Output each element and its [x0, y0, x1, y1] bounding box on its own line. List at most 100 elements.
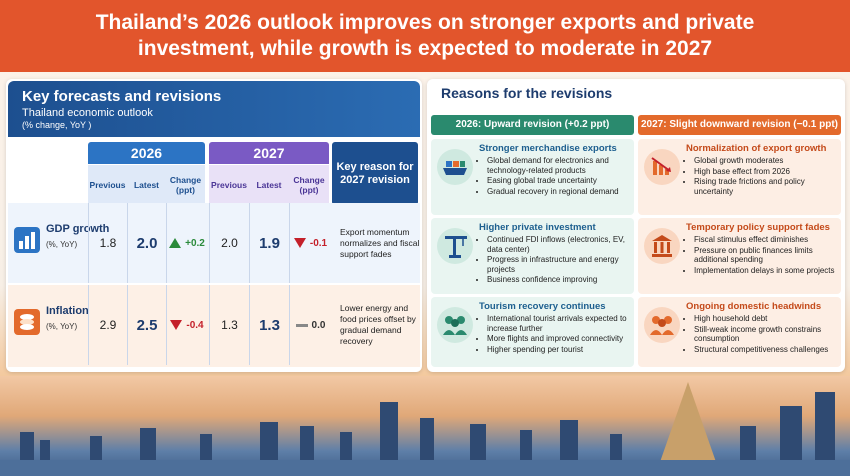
people-icon: [437, 307, 473, 343]
gdp-change-2027: -0.1: [289, 203, 331, 283]
list-item: Global growth moderates: [694, 156, 839, 166]
box-bullets: High household debt Still-weak income gr…: [694, 314, 839, 355]
building: [40, 440, 50, 462]
row-label-text: GDP growth: [46, 223, 110, 235]
list-item: Gradual recovery in regional demand: [487, 187, 632, 197]
inflation-prev-2026: 2.9: [88, 285, 127, 365]
table-row-inflation: Inflation (%, YoY) 2.9 2.5 -0.4 1.3 1.3 …: [8, 285, 420, 367]
list-item: Structural competitiveness challenges: [694, 345, 839, 355]
inflation-latest-2026: 2.5: [127, 285, 166, 365]
building: [300, 426, 314, 462]
list-item: Business confidence improving: [487, 275, 632, 285]
temple-spire: [660, 382, 716, 462]
row-label-text: Inflation: [46, 305, 89, 317]
box-bullets: Continued FDI inflows (electronics, EV, …: [487, 235, 632, 286]
inflation-change-2027-value: 0.0: [311, 319, 326, 331]
forecasts-subtitle: Thailand economic outlook: [22, 107, 153, 119]
list-item: Implementation delays in some projects: [694, 266, 839, 276]
list-item: Rising trade frictions and policy uncert…: [694, 177, 839, 196]
list-item: Continued FDI inflows (electronics, EV, …: [487, 235, 632, 254]
box-bullets: International tourist arrivals expected …: [487, 314, 632, 355]
inflation-prev-2027: 1.3: [209, 285, 249, 365]
col-previous-2026: Previous: [88, 165, 127, 205]
row-unit: (%, YoY): [46, 240, 78, 249]
gdp-change-2027-value: -0.1: [309, 237, 328, 249]
forecasts-panel-header: Key forecasts and revisions Thailand eco…: [8, 81, 420, 137]
reason-box-investment: Higher private investment Continued FDI …: [431, 218, 634, 294]
forecasts-title: Key forecasts and revisions: [22, 88, 222, 105]
col-previous-2027: Previous: [209, 165, 249, 205]
reason-box-tourism: Tourism recovery continues International…: [431, 297, 634, 367]
col-change-2027: Change (ppt): [289, 165, 329, 205]
forecasts-unit: (% change, YoY ): [22, 120, 92, 130]
no-change-icon: [295, 323, 308, 327]
gdp-latest-2027: 1.9: [249, 203, 289, 283]
box-bullets: Global demand for electronics and techno…: [487, 156, 632, 197]
government-building-icon: [644, 228, 680, 264]
box-title: Temporary policy support fades: [686, 222, 830, 233]
box-title: Normalization of export growth: [686, 143, 827, 154]
row-label: GDP growth (%, YoY): [46, 223, 109, 251]
col-change-2026: Change (ppt): [166, 165, 205, 205]
bar-chart-icon: [14, 227, 40, 253]
list-item: Higher spending per tourist: [487, 345, 632, 355]
downward-revision-header: 2027: Slight downward revision (−0.1 ppt…: [638, 115, 841, 135]
box-title: Ongoing domestic headwinds: [686, 301, 822, 312]
inflation-change-2026: -0.4: [166, 285, 207, 365]
building: [340, 432, 352, 462]
reason-box-domestic-headwinds: Ongoing domestic headwinds High househol…: [638, 297, 841, 367]
up-arrow-icon: [169, 238, 182, 248]
building: [90, 436, 102, 462]
building: [260, 422, 278, 462]
gdp-change-2026-value: +0.2: [185, 237, 205, 249]
building: [740, 426, 756, 462]
box-title: Stronger merchandise exports: [479, 143, 617, 154]
building: [380, 402, 398, 462]
box-bullets: Fiscal stimulus effect diminishes Pressu…: [694, 235, 839, 276]
list-item: High base effect from 2026: [694, 167, 839, 177]
construction-crane-icon: [437, 228, 473, 264]
col-latest-2026: Latest: [127, 165, 166, 205]
river: [0, 460, 850, 476]
building: [420, 418, 434, 462]
list-item: High household debt: [694, 314, 839, 324]
building: [610, 434, 622, 462]
table-row-gdp: GDP growth (%, YoY) 1.8 2.0 +0.2 2.0 1.9…: [8, 203, 420, 283]
inflation-reason: Lower energy and food prices offset by g…: [340, 303, 416, 346]
building: [200, 434, 212, 462]
box-title: Tourism recovery continues: [479, 301, 606, 312]
header-line-2: investment, while growth is expected to …: [137, 37, 713, 60]
box-title: Higher private investment: [479, 222, 596, 233]
declining-chart-icon: [644, 149, 680, 185]
inflation-change-2026-value: -0.4: [186, 319, 204, 331]
row-label: Inflation (%, YoY): [46, 305, 89, 333]
list-item: More flights and improved connectivity: [487, 334, 632, 344]
reason-box-exports: Stronger merchandise exports Global dema…: [431, 139, 634, 215]
building: [470, 424, 486, 462]
upward-revision-header: 2026: Upward revision (+0.2 ppt): [431, 115, 634, 135]
cargo-ship-icon: [437, 149, 473, 185]
gdp-prev-2027: 2.0: [209, 203, 249, 283]
people-icon: [644, 307, 680, 343]
year-2027-header: 2027: [209, 142, 329, 164]
building: [815, 392, 835, 462]
gdp-latest-2026: 2.0: [127, 203, 166, 283]
col-latest-2027: Latest: [249, 165, 289, 205]
reason-box-export-normalization: Normalization of export growth Global gr…: [638, 139, 841, 215]
down-arrow-icon: [170, 320, 183, 330]
reason-box-policy-support: Temporary policy support fades Fiscal st…: [638, 218, 841, 294]
coins-icon: [14, 309, 40, 335]
list-item: Global demand for electronics and techno…: [487, 156, 632, 175]
page-header: Thailand’s 2026 outlook improves on stro…: [0, 0, 850, 72]
list-item: Progress in infrastructure and energy pr…: [487, 255, 632, 274]
reason-header: Key reason for 2027 revision: [332, 142, 418, 205]
building: [560, 420, 578, 462]
gdp-change-2026: +0.2: [166, 203, 207, 283]
building: [140, 428, 156, 462]
list-item: Still-weak income growth constrains cons…: [694, 325, 839, 344]
year-2026-header: 2026: [88, 142, 205, 164]
building: [780, 406, 802, 462]
list-item: Pressure on public finances limits addit…: [694, 246, 839, 265]
reasons-title: Reasons for the revisions: [441, 85, 613, 101]
list-item: Fiscal stimulus effect diminishes: [694, 235, 839, 245]
